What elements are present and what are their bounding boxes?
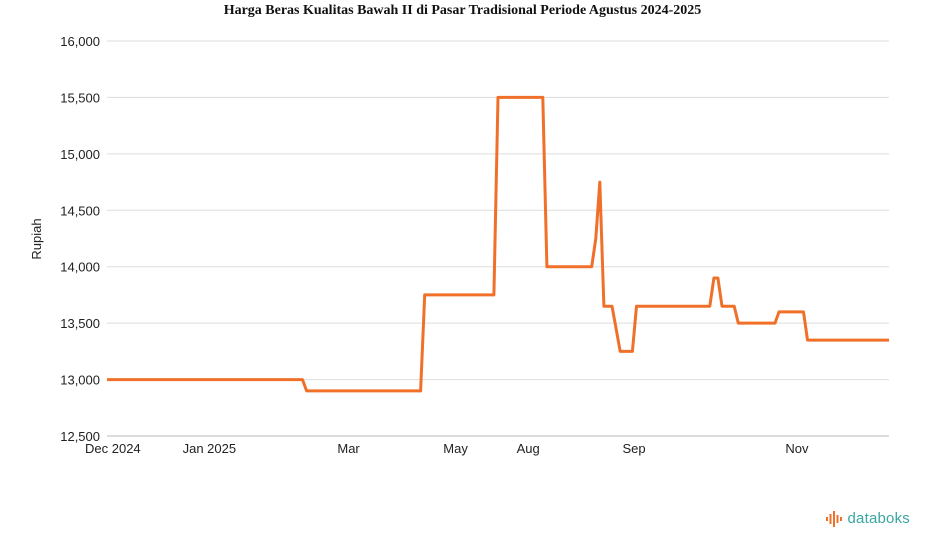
series-layer bbox=[107, 95, 889, 393]
y-tick-label: 15,000 bbox=[60, 147, 100, 162]
x-tick-label: Dec 2024 bbox=[85, 441, 141, 456]
y-tick-label: 13,500 bbox=[60, 316, 100, 331]
y-tick-label: 13,000 bbox=[60, 373, 100, 388]
y-tick-label: 16,000 bbox=[60, 34, 100, 49]
y-axis-ticks: 12,500 13,000 13,500 14,000 14,500 15,000 15,5… bbox=[60, 34, 100, 444]
chart-title: Harga Beras Kualitas Bawah II di Pasar T… bbox=[223, 3, 702, 18]
series-line bbox=[107, 95, 889, 393]
x-tick-label: Jan 2025 bbox=[183, 441, 237, 456]
x-tick-label: Aug bbox=[517, 441, 540, 456]
x-tick-label: Nov bbox=[785, 441, 809, 456]
y-axis-label: Rupiah bbox=[29, 218, 44, 259]
databoks-logo: databoks bbox=[825, 510, 910, 527]
y-tick-label: 14,500 bbox=[60, 203, 100, 218]
brand-text: databoks bbox=[847, 510, 910, 527]
y-tick-label: 15,500 bbox=[60, 90, 100, 105]
x-axis-ticks: Dec 2024 Jan 2025 Mar May Aug Sep Nov bbox=[85, 441, 809, 456]
x-tick-label: Mar bbox=[337, 441, 360, 456]
y-tick-label: 12,500 bbox=[60, 429, 100, 444]
databoks-bars-icon bbox=[825, 510, 842, 527]
y-tick-label: 14,000 bbox=[60, 260, 100, 275]
x-tick-label: May bbox=[443, 441, 468, 456]
x-tick-label: Sep bbox=[622, 441, 645, 456]
